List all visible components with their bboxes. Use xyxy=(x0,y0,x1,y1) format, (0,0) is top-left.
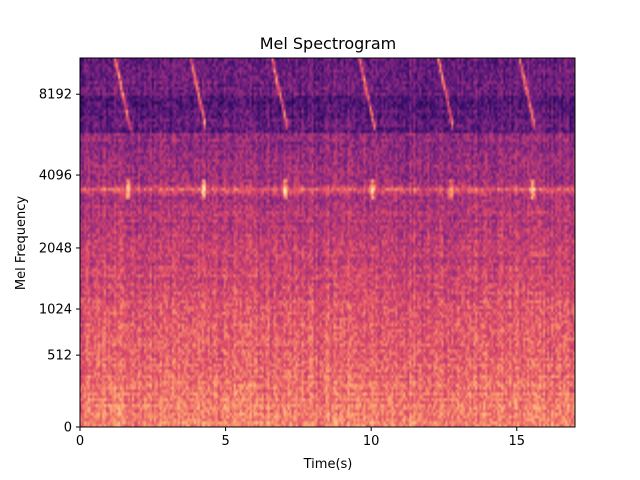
y-tick-label: 512 xyxy=(47,349,72,364)
chart-title: Mel Spectrogram xyxy=(260,34,397,53)
x-tick-label: 5 xyxy=(221,434,229,449)
y-axis-label: Mel Frequency xyxy=(14,196,29,290)
x-tick-label: 0 xyxy=(76,434,84,449)
x-axis: 0 5 10 15 xyxy=(76,427,525,449)
x-axis-label: Time(s) xyxy=(303,457,353,472)
y-tick-label: 8192 xyxy=(39,88,72,103)
axes-frame xyxy=(79,57,576,428)
x-tick-label: 10 xyxy=(363,434,380,449)
x-tick-label: 15 xyxy=(508,434,525,449)
y-tick-label: 0 xyxy=(64,421,72,436)
y-tick-label: 2048 xyxy=(39,241,72,256)
y-tick-label: 1024 xyxy=(39,302,72,317)
spectrogram-image xyxy=(80,58,575,427)
y-tick-label: 4096 xyxy=(39,169,72,184)
y-axis: 0 512 1024 2048 4096 8192 xyxy=(39,88,80,436)
plot-area xyxy=(80,58,575,427)
